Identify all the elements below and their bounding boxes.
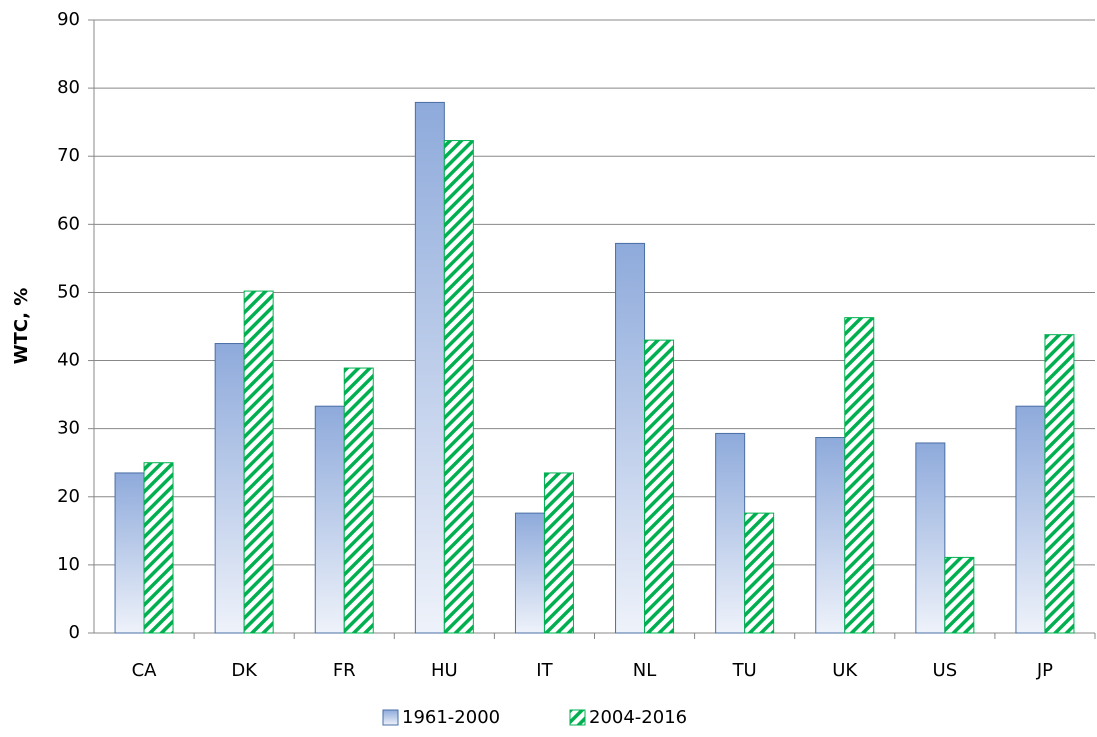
y-tick-label: 20 [57,486,80,507]
bar [715,432,746,634]
y-tick-label: 0 [69,622,80,643]
x-tick-label: FR [333,660,356,681]
bar [443,140,474,634]
x-tick-label: NL [633,660,657,681]
bar [944,556,975,634]
y-tick-label: 30 [57,418,80,439]
x-tick-label: JP [1036,660,1053,681]
y-tick-label: 40 [57,350,80,371]
bar [114,472,145,634]
bar [744,512,775,634]
bar [644,339,675,634]
bar [314,405,345,634]
bar [414,101,445,634]
bar [1044,334,1075,634]
bar [214,343,245,634]
legend-label: 2004-2016 [589,707,687,728]
y-tick-label: 60 [57,213,80,234]
x-tick-label: HU [431,660,458,681]
x-tick-label: TU [732,660,757,681]
bar [143,462,174,634]
x-tick-label: UK [832,660,858,681]
y-tick-label: 10 [57,554,80,575]
x-tick-label: CA [132,660,158,681]
x-tick-label: DK [231,660,258,681]
y-tick-label: 70 [57,145,80,166]
bar [915,442,946,634]
legend-swatch [569,709,586,726]
bar [514,512,545,634]
bar [343,367,374,634]
bar [615,242,646,634]
y-tick-label: 50 [57,281,80,302]
bar [844,317,875,634]
bar [543,472,574,634]
y-tick-label: 80 [57,77,80,98]
x-tick-label: US [933,660,958,681]
y-tick-label: 90 [57,9,80,30]
x-tick-label: IT [536,660,553,681]
legend-label: 1961-2000 [402,707,500,728]
y-axis-label: WTC, % [11,288,32,364]
bar [1015,405,1046,634]
legend-swatch [382,709,399,726]
bar [815,437,846,634]
bar [243,290,274,634]
